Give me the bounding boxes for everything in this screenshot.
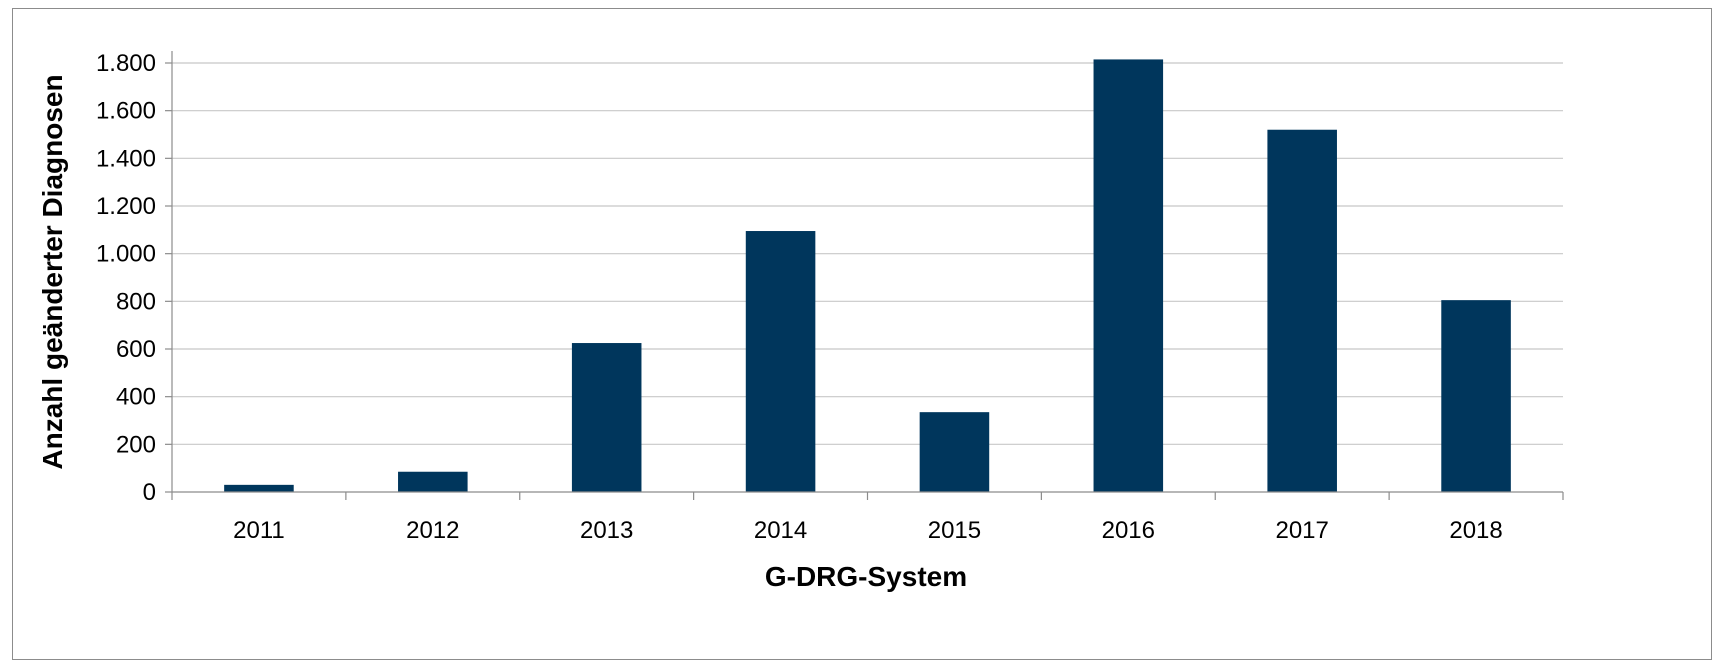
y-tick-label: 1.200 [96, 193, 156, 220]
x-tick-label: 2012 [406, 517, 459, 544]
x-tick-label: 2014 [754, 517, 807, 544]
y-tick-label: 800 [116, 288, 156, 315]
y-tick-label: 200 [116, 431, 156, 458]
x-tick-label: 2018 [1449, 517, 1502, 544]
bar-2012 [398, 471, 468, 492]
y-tick-label: 400 [116, 384, 156, 411]
x-tick-label: 2011 [233, 517, 285, 544]
x-axis-title: G-DRG-System [765, 561, 967, 592]
y-tick-label: 1.800 [96, 50, 156, 77]
y-tick-label: 1.400 [96, 145, 156, 172]
y-tick-label: 1.000 [96, 241, 156, 268]
y-tick-labels: 0 200 400 600 800 1.000 1.200 1.400 1.600 1.800 [96, 50, 156, 506]
bars [224, 59, 1511, 493]
y-axis-title: Anzahl geänderter Diagnosen [37, 74, 68, 469]
bar-2013 [571, 343, 642, 492]
y-tick-label: 600 [116, 336, 156, 363]
x-tick-label: 2015 [928, 517, 981, 544]
gridlines [172, 62, 1563, 445]
bar-2014 [745, 231, 816, 492]
x-tick-label: 2016 [1102, 517, 1155, 544]
bar-2011 [224, 484, 294, 492]
bar-2018 [1441, 300, 1511, 492]
chart-frame [12, 8, 1712, 660]
bar-2015 [919, 412, 990, 492]
x-tick-label: 2017 [1275, 517, 1328, 544]
y-tick-label: 1.600 [96, 98, 156, 125]
bar-2016 [1093, 59, 1164, 493]
y-tick-label: 0 [143, 479, 156, 506]
x-tick-labels: 2011 2012 2013 2014 2015 2016 2017 2018 [233, 517, 1503, 544]
axes [165, 51, 1564, 500]
bar-2017 [1267, 129, 1337, 492]
x-tick-label: 2013 [580, 517, 633, 544]
